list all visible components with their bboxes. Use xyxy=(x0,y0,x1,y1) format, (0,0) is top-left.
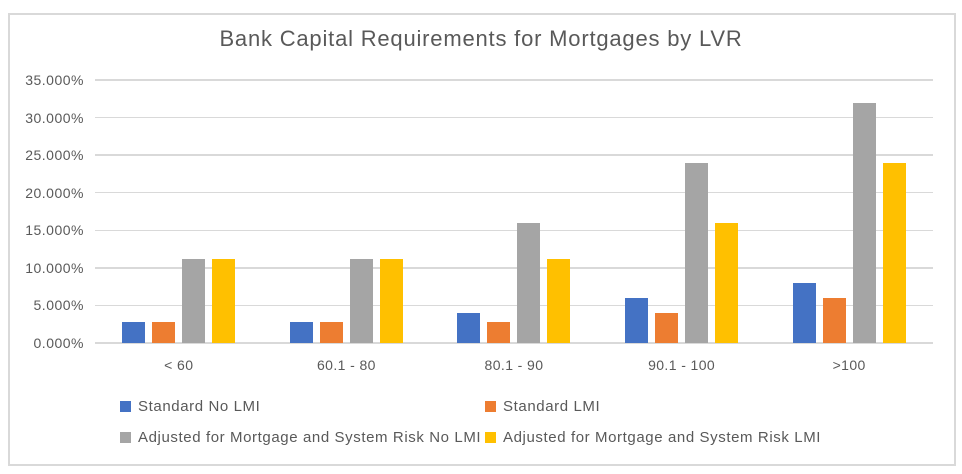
bar[interactable] xyxy=(289,321,313,343)
y-axis-tick-label: 25.000% xyxy=(25,147,84,164)
y-axis-tick-label: 0.000% xyxy=(33,335,84,351)
x-axis-category-label: < 60 xyxy=(164,357,194,373)
gridline xyxy=(95,191,933,194)
bar[interactable] xyxy=(517,222,541,343)
bar[interactable] xyxy=(715,222,739,343)
legend-label: Standard LMI xyxy=(503,397,601,415)
bar[interactable] xyxy=(349,258,373,343)
category-group xyxy=(598,80,766,343)
x-axis-category-label: >100 xyxy=(832,357,866,373)
gridline xyxy=(95,154,933,156)
bar[interactable] xyxy=(212,258,236,343)
bar[interactable] xyxy=(152,321,176,343)
category-group xyxy=(263,80,431,343)
x-axis-category-label: 90.1 - 100 xyxy=(648,357,716,373)
chart-frame xyxy=(8,13,956,466)
category-group xyxy=(430,80,598,343)
y-axis-tick-label: 15.000% xyxy=(25,222,84,239)
gridline xyxy=(95,304,933,307)
bar[interactable] xyxy=(379,258,403,343)
category-group xyxy=(765,80,933,343)
legend-entry[interactable]: Adjusted for Mortgage and System Risk LM… xyxy=(485,428,822,446)
bar[interactable] xyxy=(122,321,146,343)
bar[interactable] xyxy=(792,282,816,343)
bar[interactable] xyxy=(625,297,649,343)
bar[interactable] xyxy=(852,102,876,343)
bar[interactable] xyxy=(882,162,906,343)
legend-marker xyxy=(120,431,131,443)
legend-marker xyxy=(485,431,496,443)
bar[interactable] xyxy=(487,321,511,343)
bar[interactable] xyxy=(182,258,206,343)
x-axis-category-label: 60.1 - 80 xyxy=(316,357,376,373)
y-axis-tick-label: 20.000% xyxy=(25,184,84,201)
y-axis-tick-label: 5.000% xyxy=(33,297,84,314)
y-axis-tick-label: 30.000% xyxy=(25,109,84,126)
bar[interactable] xyxy=(319,321,343,343)
legend-label: Adjusted for Mortgage and System Risk LM… xyxy=(503,428,822,446)
category-group xyxy=(95,80,263,343)
bar[interactable] xyxy=(655,312,679,343)
legend-label: Standard No LMI xyxy=(138,397,261,415)
bar[interactable] xyxy=(822,297,846,343)
gridline xyxy=(95,116,933,119)
gridline xyxy=(95,79,933,81)
legend-entry[interactable]: Adjusted for Mortgage and System Risk No… xyxy=(120,428,482,446)
legend-entry[interactable]: Standard LMI xyxy=(485,397,601,415)
legend-marker xyxy=(120,400,131,412)
chart-title: Bank Capital Requirements for Mortgages … xyxy=(219,26,743,51)
bar[interactable] xyxy=(457,312,481,343)
x-axis-category-label: 80.1 - 90 xyxy=(484,357,544,373)
gridline xyxy=(95,342,933,344)
bar[interactable] xyxy=(547,258,571,343)
legend-entry[interactable]: Standard No LMI xyxy=(120,397,261,415)
bar[interactable] xyxy=(685,162,709,343)
legend-label: Adjusted for Mortgage and System Risk No… xyxy=(138,428,482,446)
gridline xyxy=(95,267,933,269)
legend-marker xyxy=(485,400,496,412)
y-axis-tick-label: 35.000% xyxy=(25,72,84,88)
y-axis-tick-label: 10.000% xyxy=(25,259,84,276)
gridline xyxy=(95,229,933,232)
